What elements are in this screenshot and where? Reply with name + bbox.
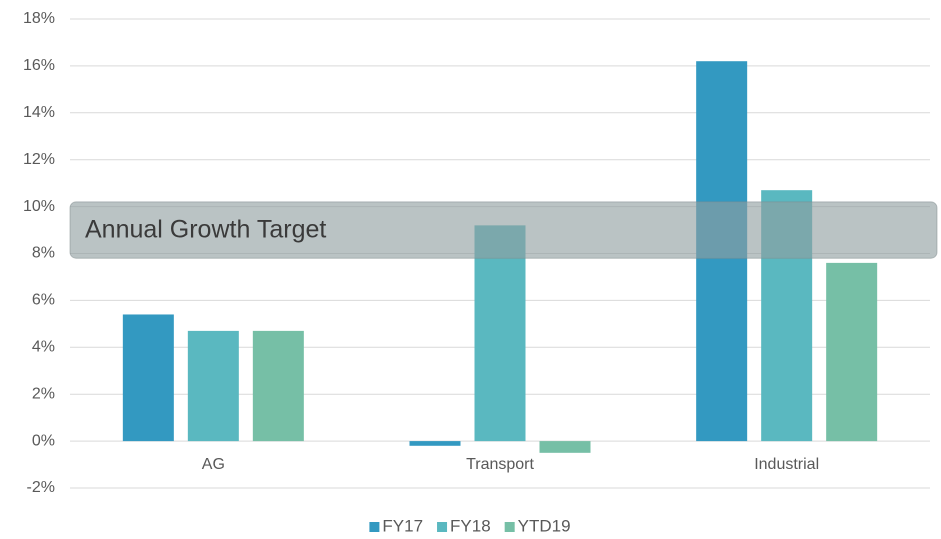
- legend-swatch: [437, 522, 448, 532]
- y-tick-label: 8%: [32, 245, 55, 262]
- x-tick-label: Transport: [466, 456, 534, 473]
- legend: FY17 FY18 YTD19: [369, 516, 571, 535]
- y-tick-label: 2%: [32, 385, 55, 402]
- x-tick-label: AG: [202, 456, 225, 473]
- y-tick-label: 16%: [23, 57, 55, 74]
- x-tick-label: Industrial: [754, 456, 819, 473]
- y-tick-label: 10%: [23, 198, 55, 215]
- target-band-label: Annual Growth Target: [85, 216, 326, 244]
- y-tick-label: 14%: [23, 104, 55, 121]
- y-tick-label: 6%: [32, 292, 55, 309]
- bar: [826, 262, 878, 442]
- target-band: [69, 201, 938, 259]
- bar: [187, 330, 239, 442]
- legend-label: YTD19: [518, 516, 571, 535]
- y-tick-label: 4%: [32, 339, 55, 356]
- bar: [474, 225, 526, 442]
- bar: [122, 314, 174, 442]
- y-tick-label: 18%: [23, 10, 55, 27]
- legend-label: FY17: [382, 516, 423, 535]
- y-tick-label: 12%: [23, 151, 55, 168]
- legend-swatch: [369, 522, 380, 532]
- legend-label: FY18: [450, 516, 491, 535]
- bar: [409, 441, 461, 446]
- y-tick-label: -2%: [27, 479, 55, 496]
- bar: [539, 441, 591, 453]
- legend-swatch: [504, 522, 515, 532]
- bar: [252, 330, 304, 442]
- y-tick-label: 0%: [32, 432, 55, 449]
